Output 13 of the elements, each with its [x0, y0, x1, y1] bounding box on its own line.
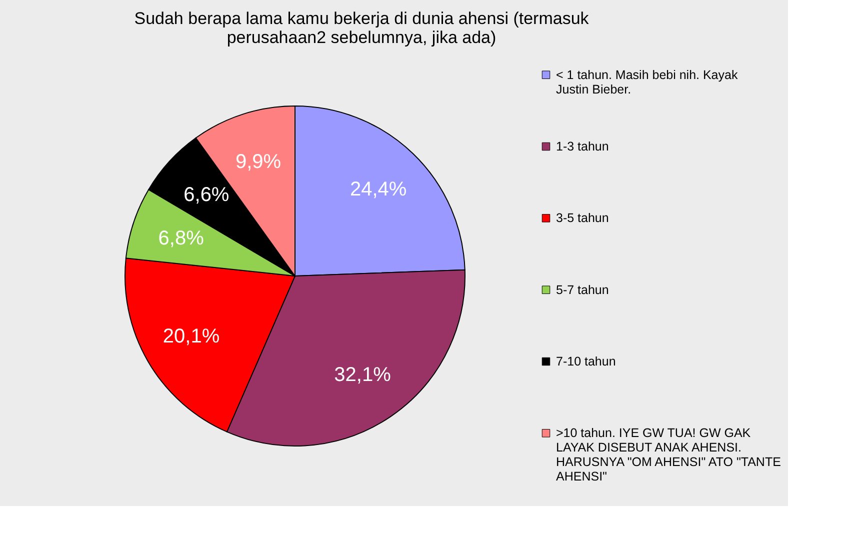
legend-label: < 1 tahun. Masih bebi nih. Kayak Justin Bieber. [556, 68, 738, 96]
data-label: 24,4% [350, 178, 407, 201]
legend-label: 1-3 tahun [556, 140, 609, 154]
data-label: 6,8% [158, 227, 204, 250]
data-label: 20,1% [162, 325, 220, 348]
chart-title: Sudah berapa lama kamu bekerja di dunia ahensi (termasuk perusahaan2 sebelumnya, jika ada) [134, 9, 590, 47]
data-label: 32,1% [334, 364, 392, 386]
legend-label: 7-10 tahun [556, 354, 616, 368]
legend-label: >10 tahun. IYE GW TUA! GW GAK LAYAK DISEBUT ANAK AHENSI. HARUSNYA "OM AHENSI" ATO "TANTE AHENSI" [556, 426, 781, 484]
legend-label: 5-7 tahun [556, 282, 609, 297]
data-label: 6,6% [184, 184, 230, 206]
data-label: 9,9% [235, 150, 282, 173]
legend-label: 3-5 tahun [556, 211, 609, 226]
